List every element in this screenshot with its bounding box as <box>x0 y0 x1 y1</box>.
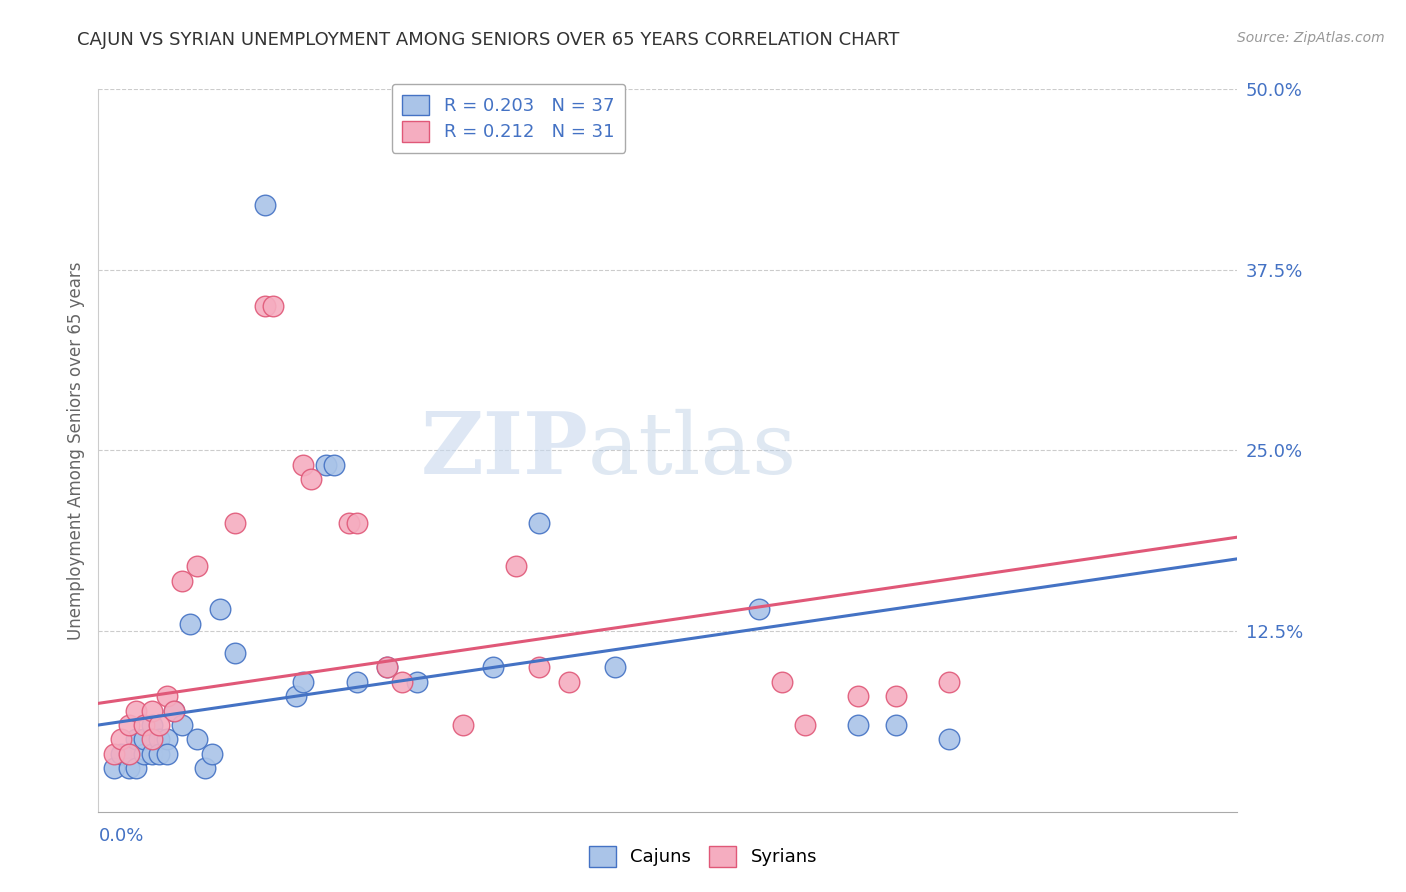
Text: 0.0%: 0.0% <box>98 827 143 845</box>
Point <box>224 646 246 660</box>
Point <box>148 747 170 761</box>
Point <box>201 747 224 761</box>
Point <box>156 747 179 761</box>
Point <box>224 516 246 530</box>
Point <box>132 732 155 747</box>
Point <box>141 718 163 732</box>
Point <box>103 761 125 775</box>
Point <box>375 660 398 674</box>
Point <box>846 718 869 732</box>
Point <box>163 704 186 718</box>
Point <box>103 747 125 761</box>
Point <box>346 674 368 689</box>
Point <box>186 559 208 574</box>
Point <box>125 761 148 775</box>
Point <box>141 747 163 761</box>
Point <box>603 660 626 674</box>
Point <box>254 198 277 212</box>
Point <box>118 761 141 775</box>
Point <box>938 732 960 747</box>
Point <box>110 732 132 747</box>
Point <box>505 559 527 574</box>
Point <box>254 299 277 313</box>
Point <box>262 299 284 313</box>
Point <box>292 674 315 689</box>
Point <box>770 674 793 689</box>
Point <box>315 458 337 472</box>
Point <box>148 732 170 747</box>
Point <box>793 718 815 732</box>
Point <box>391 674 413 689</box>
Point <box>375 660 398 674</box>
Point <box>156 689 179 703</box>
Point <box>141 732 163 747</box>
Point <box>938 674 960 689</box>
Point <box>148 718 170 732</box>
Point <box>884 689 907 703</box>
Point <box>163 704 186 718</box>
Point <box>141 704 163 718</box>
Point <box>125 704 148 718</box>
Point <box>846 689 869 703</box>
Point <box>884 718 907 732</box>
Legend: R = 0.203   N = 37, R = 0.212   N = 31: R = 0.203 N = 37, R = 0.212 N = 31 <box>391 84 626 153</box>
Point <box>118 747 141 761</box>
Point <box>451 718 474 732</box>
Point <box>346 516 368 530</box>
Text: atlas: atlas <box>588 409 797 492</box>
Point <box>132 747 155 761</box>
Point <box>284 689 307 703</box>
Point <box>558 674 581 689</box>
Text: CAJUN VS SYRIAN UNEMPLOYMENT AMONG SENIORS OVER 65 YEARS CORRELATION CHART: CAJUN VS SYRIAN UNEMPLOYMENT AMONG SENIO… <box>77 31 900 49</box>
Point <box>118 718 141 732</box>
Point <box>527 516 550 530</box>
Point <box>208 602 231 616</box>
Point <box>482 660 505 674</box>
Point <box>299 472 322 486</box>
Point <box>118 747 141 761</box>
Point <box>179 616 201 631</box>
Legend: Cajuns, Syrians: Cajuns, Syrians <box>582 838 824 874</box>
Point <box>194 761 217 775</box>
Point <box>406 674 429 689</box>
Point <box>125 732 148 747</box>
Point <box>527 660 550 674</box>
Point <box>748 602 770 616</box>
Point <box>186 732 208 747</box>
Y-axis label: Unemployment Among Seniors over 65 years: Unemployment Among Seniors over 65 years <box>66 261 84 640</box>
Text: ZIP: ZIP <box>420 409 588 492</box>
Point <box>156 732 179 747</box>
Point <box>132 718 155 732</box>
Point <box>170 718 193 732</box>
Point <box>292 458 315 472</box>
Point <box>170 574 193 588</box>
Point <box>337 516 360 530</box>
Point <box>110 747 132 761</box>
Point <box>322 458 344 472</box>
Text: Source: ZipAtlas.com: Source: ZipAtlas.com <box>1237 31 1385 45</box>
